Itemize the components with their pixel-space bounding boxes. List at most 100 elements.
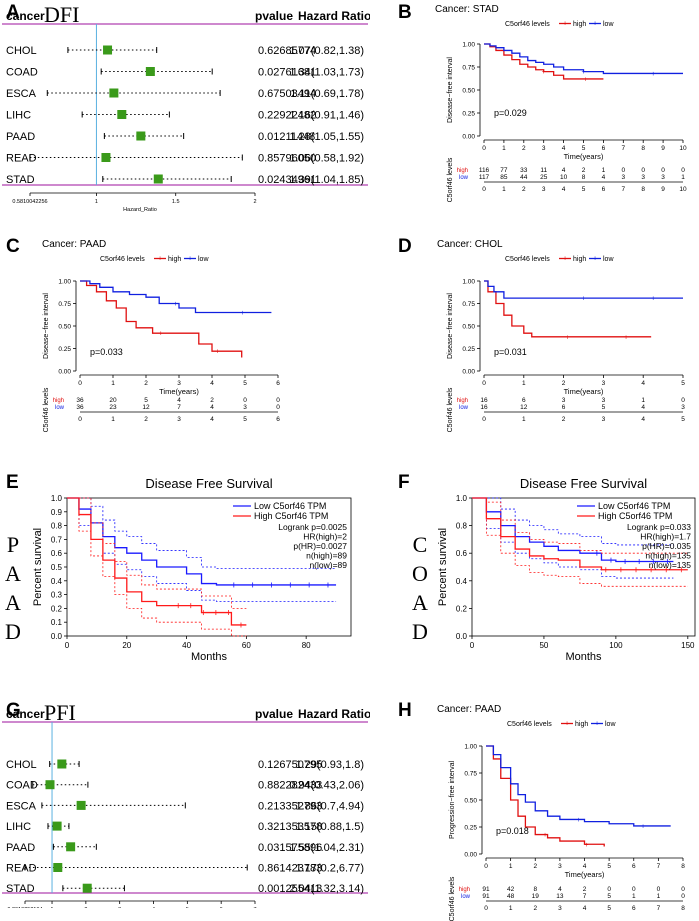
legend-high-label: high xyxy=(573,21,586,28)
y-tick-label: 0.75 xyxy=(464,771,477,778)
risk-x-tick-label: 0 xyxy=(482,416,486,423)
panel-letter-h: H xyxy=(398,700,412,721)
x-tick-label: 6 xyxy=(220,907,223,908)
risk-low-count: 5 xyxy=(607,893,611,900)
header-pvalue: pvalue xyxy=(255,707,293,721)
risk-low-count: 12 xyxy=(520,404,528,411)
x-tick-label: 4 xyxy=(583,863,587,870)
x-tick-label: 8 xyxy=(681,863,685,870)
row-pvalue: 0.861423783 xyxy=(258,863,322,875)
x-tick-label: 1 xyxy=(111,380,115,387)
km-curve-low xyxy=(484,280,683,299)
risk-x-tick-label: 5 xyxy=(607,905,611,912)
risk-x-tick-label: 10 xyxy=(679,186,687,193)
risk-low-count: 1 xyxy=(681,174,685,181)
risk-high-count: 77 xyxy=(500,167,508,174)
risk-x-tick-label: 1 xyxy=(502,186,506,193)
header-cancer: cancer xyxy=(6,9,45,23)
y-axis-label: Disease−free interval xyxy=(43,293,50,359)
row-hazard-ratio: 1.55(1.04,2.31) xyxy=(289,842,364,854)
x-tick-label: 3 xyxy=(602,380,606,387)
risk-high-count: 0 xyxy=(632,886,636,893)
row-pvalue: 0.02434961 xyxy=(258,174,316,186)
risk-high-count: 33 xyxy=(520,167,528,174)
censor-mark: + xyxy=(566,334,570,341)
risk-x-tick-label: 7 xyxy=(621,186,625,193)
x-tick-label: 0 xyxy=(484,863,488,870)
hr-square xyxy=(145,67,155,76)
y-tick-label: 0.75 xyxy=(462,301,475,308)
hr-square xyxy=(66,842,76,852)
row-hazard-ratio: 1.39(1.04,1.85) xyxy=(289,174,364,186)
row-hazard-ratio: 1.17(0.2,6.77) xyxy=(296,863,365,875)
risk-low-count: 6 xyxy=(562,404,566,411)
risk-row-low-label: low xyxy=(459,175,469,181)
legend-low-cross: + xyxy=(595,721,599,728)
y-tick-label: 0.6 xyxy=(456,549,468,558)
x-tick-label: 1 xyxy=(502,145,506,152)
hr-square xyxy=(117,110,127,119)
row-pvalue: 0.031575896 xyxy=(258,842,322,854)
row-hazard-ratio: 1.34(1.03,1.73) xyxy=(289,67,364,79)
risk-x-tick-label: 2 xyxy=(562,416,566,423)
risk-high-count: 11 xyxy=(540,167,547,174)
risk-low-count: 4 xyxy=(602,174,606,181)
risk-low-count: 23 xyxy=(109,404,117,411)
risk-row-low-label: low xyxy=(461,894,471,900)
risk-x-tick-label: 1 xyxy=(111,416,115,423)
risk-high-count: 0 xyxy=(243,397,247,404)
x-tick-label: 3 xyxy=(118,907,121,908)
row-hazard-ratio: 1.06(0.58,1.92) xyxy=(289,153,364,165)
risk-table-label: C5orf46 levels xyxy=(449,876,456,921)
legend-high-cross: + xyxy=(563,21,567,28)
risk-low-count: 36 xyxy=(76,404,84,411)
legend-high-label: high xyxy=(168,256,181,263)
risk-high-count: 4 xyxy=(177,397,181,404)
row-pvalue: 0.85796050 xyxy=(258,153,316,165)
x-axis-label: Time(years) xyxy=(564,387,604,396)
x-tick-label: 6 xyxy=(602,145,606,152)
censor-mark: + xyxy=(542,69,546,76)
stat-line: Logrank p=0.0025 xyxy=(278,522,347,532)
plot-frame xyxy=(471,497,696,637)
y-tick-label: 0.25 xyxy=(464,825,477,832)
risk-x-tick-label: 6 xyxy=(632,905,636,912)
y-axis-label: Progression−free interval xyxy=(449,761,456,839)
row-cancer: READ xyxy=(6,153,37,165)
x-tick-label: 20 xyxy=(122,641,131,650)
row-hazard-ratio: 1.86(0.7,4.94) xyxy=(296,800,365,812)
risk-x-tick-label: 4 xyxy=(641,416,645,423)
y-tick-label: 0.75 xyxy=(462,65,475,72)
hr-square xyxy=(57,759,67,769)
risk-low-count: 44 xyxy=(520,174,528,181)
y-axis-label: Disease−free interval xyxy=(447,57,454,123)
x-tick-label: 4 xyxy=(641,380,645,387)
x-tick-label: 1 xyxy=(95,199,98,205)
x-axis-label: Months xyxy=(565,651,602,663)
km-curve-low xyxy=(484,43,683,75)
risk-x-tick-label: 8 xyxy=(641,186,645,193)
risk-high-count: 0 xyxy=(681,886,685,893)
censor-mark: + xyxy=(583,76,587,83)
hr-square xyxy=(109,88,119,98)
risk-table-label: C5orf46 levels xyxy=(447,157,454,202)
censor-mark: + xyxy=(584,842,588,849)
y-tick-label: 0.0 xyxy=(456,632,468,641)
legend-high-label: High C5orf46 TPM xyxy=(598,511,672,521)
risk-high-count: 5 xyxy=(144,397,148,404)
y-tick-label: 0.9 xyxy=(51,508,63,517)
row-cancer: STAD xyxy=(6,174,35,186)
risk-x-tick-label: 7 xyxy=(657,905,661,912)
y-tick-label: 0.0 xyxy=(51,632,63,641)
y-tick-label: 0.25 xyxy=(462,346,475,353)
x-tick-label: 2 xyxy=(253,199,256,205)
x-tick-label: 6 xyxy=(276,380,280,387)
risk-low-count: 4 xyxy=(210,404,214,411)
risk-x-tick-label: 1 xyxy=(509,905,513,912)
risk-high-count: 3 xyxy=(562,397,566,404)
risk-x-tick-label: 2 xyxy=(533,905,537,912)
row-pvalue: 0.882282433 xyxy=(258,780,322,792)
risk-x-tick-label: 3 xyxy=(542,186,546,193)
row-pvalue: 0.67503494 xyxy=(258,88,316,100)
